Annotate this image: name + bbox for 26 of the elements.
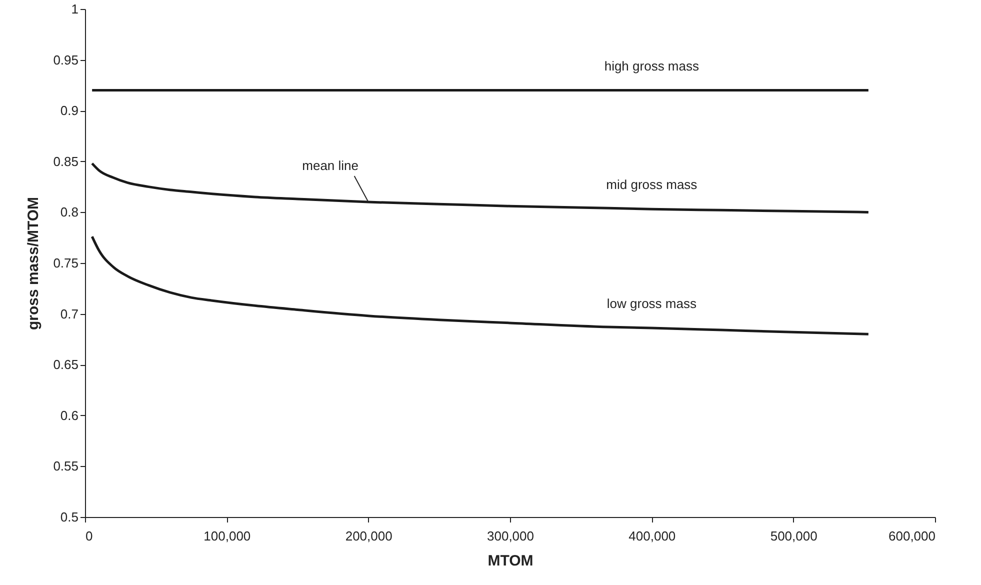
line-series bbox=[90, 235, 870, 336]
y-tick-label: 0.95 bbox=[53, 52, 78, 68]
series-label: mid gross mass bbox=[606, 177, 698, 192]
x-tick-label: 100,000 bbox=[204, 528, 251, 544]
x-axis-title: MTOM bbox=[488, 552, 534, 570]
series-label: low gross mass bbox=[606, 296, 697, 312]
y-tick-label: 0.7 bbox=[60, 306, 78, 322]
x-tick-label: 600,000 bbox=[888, 528, 936, 544]
x-tick-label: 300,000 bbox=[487, 528, 534, 544]
y-tick-label: 0.8 bbox=[60, 204, 78, 220]
annotation: mean line bbox=[302, 158, 359, 174]
y-tick-label: 0.65 bbox=[53, 357, 78, 372]
y-tick-label: 0.55 bbox=[53, 458, 78, 474]
series-label: high gross mass bbox=[604, 58, 700, 74]
y-tick-label: 0.6 bbox=[60, 408, 78, 423]
x-tick-label: 0 bbox=[86, 528, 93, 544]
x-tick-label: 200,000 bbox=[345, 528, 392, 544]
x-tick-label: 400,000 bbox=[628, 528, 676, 544]
x-tick-label: 500,000 bbox=[770, 528, 818, 544]
line-series bbox=[90, 162, 870, 214]
y-tick-label: 0.9 bbox=[60, 103, 78, 118]
y-tick-label: 0.75 bbox=[53, 256, 78, 270]
y-axis-title: gross mass/MTOM bbox=[25, 196, 42, 330]
y-tick-label: 1 bbox=[71, 2, 78, 16]
y-tick-label: 0.85 bbox=[53, 154, 78, 169]
y-tick-label: 0.5 bbox=[60, 510, 78, 524]
